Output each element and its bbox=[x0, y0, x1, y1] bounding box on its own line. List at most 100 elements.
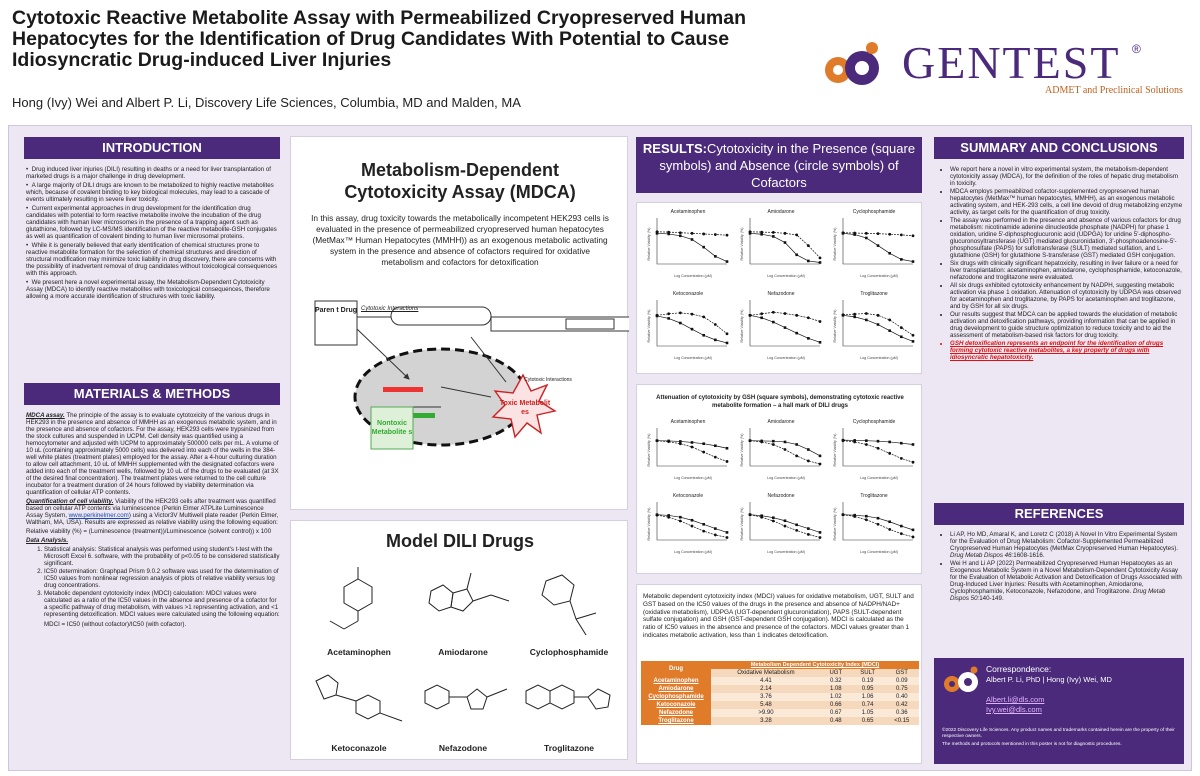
drug-name: Acetaminophen bbox=[327, 647, 391, 657]
mdci-value-cell: 1.05 bbox=[850, 709, 885, 717]
square-data-point bbox=[795, 523, 798, 527]
circle-data-point bbox=[760, 230, 764, 234]
viability-chart: Nefazodone Relative Viability (%) Log Conc… bbox=[736, 493, 826, 559]
circle-data-point bbox=[783, 312, 787, 315]
intro-bullet: • A large majority of DILI drugs are kno… bbox=[26, 182, 274, 203]
mdci-drug-cell: Nefazodone bbox=[641, 709, 711, 717]
square-data-point bbox=[853, 315, 856, 319]
circle-data-point bbox=[841, 313, 845, 317]
square-data-point bbox=[702, 442, 705, 446]
circle-data-point bbox=[667, 515, 671, 519]
mdci-table: Drug Metabolism Dependent Cytotoxicity In… bbox=[641, 661, 919, 725]
square-data-point bbox=[679, 440, 682, 443]
circle-data-point bbox=[725, 332, 729, 336]
troglitazone-structure-icon bbox=[525, 684, 611, 710]
acetaminophen-structure-icon bbox=[329, 567, 373, 630]
chart-y-label: Relative Viability (%) bbox=[740, 309, 744, 343]
circle-data-point bbox=[876, 522, 880, 526]
gsh-charts-panel: Attenuation of cytotoxicity by GSH (squa… bbox=[636, 384, 922, 574]
circle-data-point bbox=[818, 536, 822, 539]
square-data-point bbox=[900, 335, 903, 339]
circle-data-point bbox=[899, 457, 903, 460]
circle-data-point bbox=[748, 439, 752, 443]
square-data-point bbox=[818, 261, 822, 264]
mdca-description: In this assay, drug toxicity towards the… bbox=[311, 213, 609, 267]
square-data-point bbox=[760, 232, 763, 236]
logo-subtitle: ADMET and Preclinical Solutions bbox=[1045, 85, 1183, 96]
viability-chart: Troglitazone Relative Viability (%) Log Co… bbox=[829, 291, 919, 365]
mdci-table-row: Nefazodone >9.90 0.67 1.05 0.36 bbox=[641, 709, 919, 717]
circle-data-point bbox=[864, 443, 868, 446]
circle-data-point bbox=[853, 440, 857, 444]
circle-data-point bbox=[655, 230, 659, 234]
results-heading: RESULTS:Cytotoxicity in the Presence (sq… bbox=[636, 137, 922, 193]
toxic-metabolites-label: Toxic Metabolit es bbox=[499, 400, 551, 416]
circle-data-point bbox=[783, 448, 787, 451]
chart-y-label: Relative Viability (%) bbox=[833, 433, 837, 467]
circle-data-point bbox=[702, 315, 706, 319]
cytotoxic-interactions-label-2: Cytotoxic Interactions bbox=[524, 377, 572, 383]
square-data-point bbox=[690, 327, 694, 331]
circle-data-point bbox=[713, 233, 717, 236]
authors: Hong (Ivy) Wei and Albert P. Li, Discove… bbox=[12, 95, 521, 110]
intro-bullet: • We present here a novel experimental a… bbox=[26, 279, 270, 300]
mdci-value-cell: 0.42 bbox=[884, 701, 919, 709]
intro-bullet: • Drug induced liver injuries (DILI) res… bbox=[26, 166, 271, 180]
chart-title: Amiodarone bbox=[767, 419, 795, 425]
square-data-point bbox=[888, 520, 891, 524]
cytotoxic-interactions-label: Cytotoxic Interactions bbox=[361, 306, 419, 312]
square-data-point bbox=[807, 337, 810, 340]
mdci-table-row: Amiodarone 2.14 1.08 0.95 0.75 bbox=[641, 685, 919, 693]
chart-title: Acetaminophen bbox=[670, 209, 706, 215]
circle-data-point bbox=[690, 524, 694, 528]
square-data-point bbox=[667, 514, 670, 517]
chart-axis bbox=[842, 218, 913, 265]
circle-data-point bbox=[911, 535, 915, 539]
summary-bullet: MDCA employs permeabilized cofactor-supp… bbox=[950, 188, 1184, 216]
analysis-step: IC50 determination: Graphpad Prism 9.0.2… bbox=[44, 568, 280, 589]
square-data-point bbox=[818, 341, 822, 344]
circle-data-point bbox=[760, 312, 764, 316]
mdci-column-header: Oxidative Metabolism bbox=[711, 669, 821, 677]
email-link-albert[interactable]: Albert.li@dls.com bbox=[986, 695, 1045, 704]
circle-data-point bbox=[853, 312, 857, 316]
square-data-point bbox=[865, 236, 868, 240]
logo-wordmark: GENTEST bbox=[902, 37, 1121, 88]
circle-data-point bbox=[899, 326, 903, 329]
square-data-point bbox=[818, 531, 822, 534]
mdci-drug-cell: Acetaminophen bbox=[641, 677, 711, 685]
equation-viability: Relative viability (%) = (Luminescence (… bbox=[26, 528, 272, 535]
series-line bbox=[749, 232, 821, 263]
series-line bbox=[656, 312, 728, 335]
intro-text: • Drug induced liver injuries (DILI) res… bbox=[26, 166, 280, 302]
disclaimer-notice: The methods and protocols mentioned in t… bbox=[942, 742, 1122, 747]
mdci-value-cell: 4.41 bbox=[711, 677, 821, 685]
circle-data-point bbox=[771, 310, 775, 314]
references-heading: REFERENCES bbox=[934, 503, 1184, 525]
circle-data-point bbox=[795, 233, 799, 237]
square-data-point bbox=[679, 234, 682, 238]
chart-y-label: Relative Viability (%) bbox=[833, 507, 837, 541]
square-data-point bbox=[795, 331, 798, 335]
square-data-point bbox=[853, 439, 856, 442]
quant-paragraph: Quantification of cell viability. Viabil… bbox=[26, 498, 279, 526]
summary-bullet: The assay was performed in the presence … bbox=[950, 217, 1184, 259]
chart-title: Cyclophosphamide bbox=[852, 209, 896, 215]
circle-data-point bbox=[702, 450, 706, 454]
circle-data-point bbox=[725, 460, 729, 463]
summary-bullet: All six drugs exhibited cytotoxicity enh… bbox=[950, 282, 1184, 310]
circle-data-point bbox=[748, 230, 752, 234]
analysis-step: Metabolic dependent cytotoxicity index (… bbox=[44, 590, 280, 618]
mdca-title-line1: Metabolism-Dependent bbox=[360, 160, 560, 180]
drug-header: Drug bbox=[641, 661, 711, 677]
mdci-column-header: GST bbox=[884, 669, 919, 677]
perkinelmer-link[interactable]: www.perkinelmer.com bbox=[68, 512, 129, 519]
mdci-value-cell: 1.02 bbox=[820, 693, 851, 701]
email-link-ivy[interactable]: Ivy.wei@dls.com bbox=[986, 705, 1042, 714]
chart-y-label: Relative Viability (%) bbox=[647, 227, 651, 261]
circle-data-point bbox=[678, 311, 682, 315]
chart-x-label: Log Concentration (µM) bbox=[674, 274, 712, 278]
circle-data-point bbox=[806, 459, 810, 463]
circle-data-point bbox=[888, 232, 892, 236]
copyright-notice: ©2022 Discovery Life Sciences. Any produ… bbox=[942, 728, 1175, 739]
